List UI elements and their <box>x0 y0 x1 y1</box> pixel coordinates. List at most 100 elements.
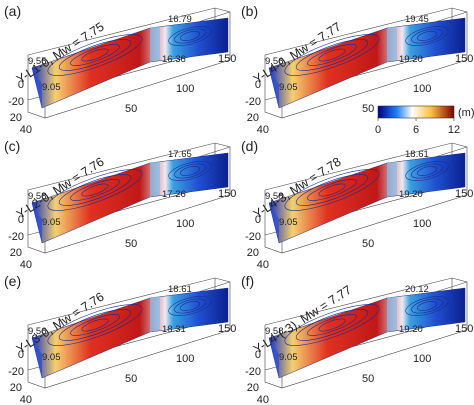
contour-line <box>168 161 212 181</box>
panel-letter: (e) <box>4 273 21 289</box>
segment-end <box>150 296 160 332</box>
contour-line <box>81 183 109 197</box>
contour-label: 17.26 <box>162 189 186 200</box>
segment-end <box>387 26 397 62</box>
contour-label: 9.58 <box>265 191 284 202</box>
contour-label: 19.20 <box>399 324 423 335</box>
x-tick-label: 50 <box>362 373 374 385</box>
z-tick-label: -20 <box>8 96 24 108</box>
contour-label: 16.79 <box>168 14 192 25</box>
x-tick-label: 100 <box>176 353 194 365</box>
y-tick-label: 20 <box>247 112 259 124</box>
contour-label: 20.12 <box>405 284 429 295</box>
contour-line <box>81 48 109 62</box>
contour-line <box>58 309 132 341</box>
x-tick-label: 150 <box>455 53 473 65</box>
contour-line <box>411 163 443 179</box>
z-tick-label: 0 <box>255 214 261 226</box>
contour-label: 16.36 <box>162 54 186 65</box>
contour-line <box>47 169 143 211</box>
contour-label: 18.61 <box>405 149 429 160</box>
contour-line <box>284 304 380 346</box>
panel-letter: (d) <box>241 138 258 154</box>
surface-side <box>32 203 42 243</box>
colorbar: (m) 0 6 12 <box>375 105 474 136</box>
contour-label: 18.31 <box>162 324 186 335</box>
z-tick-label: -20 <box>245 231 261 243</box>
contour-line <box>405 296 449 316</box>
segment-end <box>387 296 397 332</box>
y-tick-label: 20 <box>247 247 259 259</box>
contour-line <box>70 179 120 201</box>
contour-label: 9.58 <box>265 326 284 337</box>
z-tick-label: -20 <box>245 366 261 378</box>
y-tick-label: 40 <box>20 394 32 405</box>
contour-label: 9.05 <box>42 352 61 363</box>
contour-line <box>58 39 132 71</box>
y-tick-label: 20 <box>10 382 22 394</box>
contour-label: 9.56 <box>265 56 284 67</box>
contour-line <box>295 39 369 71</box>
contour-label: 19.20 <box>399 54 423 65</box>
contour-label: 9.05 <box>42 82 61 93</box>
x-tick-label: 50 <box>125 373 137 385</box>
contour-line <box>405 161 449 181</box>
panel: (f)Y-L4-(-3), Mw = 7.77 20.129.58 19.209.0… <box>241 273 473 405</box>
segment-end <box>387 161 397 197</box>
colorbar-scale <box>377 105 455 119</box>
contour-line <box>416 166 438 176</box>
contour-line <box>179 166 201 176</box>
contour-line <box>416 301 438 311</box>
contour-line <box>174 298 206 314</box>
y-tick-label: 20 <box>10 112 22 124</box>
contour-line <box>411 28 443 44</box>
z-tick-label: 0 <box>255 79 261 91</box>
contour-label: 9.05 <box>279 82 298 93</box>
z-tick-label: 0 <box>255 349 261 361</box>
contour-line <box>179 31 201 41</box>
z-tick-label: 0 <box>18 349 24 361</box>
x-tick-label: 150 <box>455 323 473 335</box>
contour-line <box>179 301 201 311</box>
x-tick-label: 150 <box>218 323 236 335</box>
x-tick-label: 100 <box>413 218 431 230</box>
contour-line <box>307 44 357 66</box>
contour-label: 9.58 <box>28 191 47 202</box>
contour-label: 9.05 <box>42 217 61 228</box>
y-tick-label: 20 <box>247 382 259 394</box>
z-tick-label: -20 <box>8 366 24 378</box>
contour-line <box>81 318 109 332</box>
x-tick-label: 100 <box>176 218 194 230</box>
contour-line <box>318 48 346 62</box>
contour-line <box>295 309 369 341</box>
segment-end <box>150 26 160 62</box>
y-tick-label: 20 <box>10 247 22 259</box>
surface-side <box>32 68 42 108</box>
contour-line <box>58 174 132 206</box>
segment-end <box>150 161 160 197</box>
y-tick-label: 40 <box>20 124 32 136</box>
contour-label: 17.65 <box>168 149 192 160</box>
y-tick-label: 40 <box>257 394 269 405</box>
x-tick-label: 100 <box>176 83 194 95</box>
z-tick-label: 0 <box>18 79 24 91</box>
contour-label: 9.55 <box>28 56 47 67</box>
surface-side <box>269 338 279 378</box>
x-tick-label: 150 <box>218 53 236 65</box>
x-tick-label: 50 <box>362 103 374 115</box>
contour-line <box>411 298 443 314</box>
colorbar-tick-label: 0 <box>375 124 381 136</box>
contour-line <box>174 28 206 44</box>
contour-line <box>318 183 346 197</box>
contour-line <box>405 26 449 46</box>
contour-line <box>318 318 346 332</box>
z-tick-label: 0 <box>18 214 24 226</box>
colorbar-tick-label: 12 <box>448 124 460 136</box>
panel-letter: (f) <box>241 273 254 289</box>
x-tick-label: 100 <box>413 353 431 365</box>
contour-line <box>168 296 212 316</box>
contour-label: 19.45 <box>405 14 429 25</box>
x-tick-label: 150 <box>455 188 473 200</box>
